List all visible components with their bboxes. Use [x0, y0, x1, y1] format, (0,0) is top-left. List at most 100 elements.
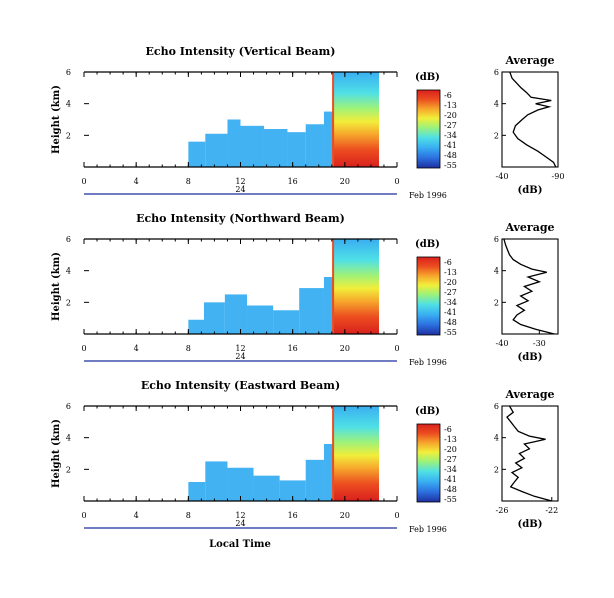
date-tick-label: 24	[235, 519, 245, 528]
panel-1: Echo Intensity (Northward Beam) Height (k…	[51, 212, 559, 367]
x-tick-label: 20	[340, 344, 350, 353]
echo-patch	[299, 288, 324, 334]
x-tick-label: 4	[134, 511, 139, 520]
echo-patch	[323, 277, 334, 334]
echo-patch	[203, 302, 225, 334]
echo-patch	[287, 132, 306, 167]
average-x-tick-label: -30	[533, 339, 546, 348]
y-tick-label: 4	[66, 434, 71, 443]
average-y-tick-label: 6	[494, 402, 499, 411]
echo-patch	[323, 444, 334, 501]
average-x-tick-label: -22	[545, 506, 558, 515]
panel-title: Echo Intensity (Vertical Beam)	[145, 45, 335, 58]
colorbar	[416, 256, 441, 336]
colorbar-label: (dB)	[415, 239, 440, 250]
y-tick-label: 4	[66, 267, 71, 276]
x-tick-label: 8	[186, 511, 191, 520]
average-x-tick-label: -40	[496, 339, 509, 348]
y-axis-label: Height (km)	[51, 419, 62, 488]
colorbar-tick-label: -41	[444, 308, 457, 317]
x-tick-label: 0	[81, 511, 86, 520]
date-tick-label: 24	[235, 352, 245, 361]
average-y-tick-label: 2	[494, 131, 499, 140]
average-y-tick-label: 4	[494, 267, 499, 276]
average-x-tick-label: -40	[496, 172, 509, 181]
panel-title: Echo Intensity (Eastward Beam)	[141, 379, 340, 392]
average-x-tick-label: -26	[496, 506, 509, 515]
x-tick-label: 20	[340, 177, 350, 186]
y-tick-label: 2	[66, 131, 71, 140]
average-x-label: (dB)	[518, 519, 543, 530]
colorbar-tick-label: -20	[444, 278, 457, 287]
colorbar-tick-label: -41	[444, 475, 457, 484]
y-tick-label: 6	[66, 235, 71, 244]
y-axis-label: Height (km)	[51, 252, 62, 321]
average-x-label: (dB)	[518, 352, 543, 363]
storm-echo-block	[333, 406, 379, 501]
colorbar-tick-label: -55	[444, 161, 457, 170]
echo-patch	[323, 111, 334, 167]
x-tick-label: 8	[186, 177, 191, 186]
average-profile-line	[506, 405, 552, 502]
average-x-label: (dB)	[518, 185, 543, 196]
echo-patch	[205, 133, 228, 167]
echo-patch	[188, 482, 206, 501]
x-tick-label: 20	[340, 511, 350, 520]
colorbar-tick-label: -34	[444, 131, 457, 140]
x-tick-label: 4	[134, 177, 139, 186]
average-profile-line	[503, 238, 555, 335]
echo-patch	[240, 125, 264, 167]
colorbar-tick-label: -6	[444, 91, 452, 100]
colorbar-tick-label: -6	[444, 258, 452, 267]
average-title: Average	[504, 221, 554, 234]
x-axis-label: Local Time	[209, 539, 271, 550]
x-tick-label: 4	[134, 344, 139, 353]
x-tick-label: 0	[394, 344, 399, 353]
average-y-tick-label: 6	[494, 68, 499, 77]
average-y-tick-label: 4	[494, 434, 499, 443]
colorbar-tick-label: -34	[444, 298, 457, 307]
x-tick-label: 0	[394, 177, 399, 186]
colorbar-tick-label: -41	[444, 141, 457, 150]
colorbar-label: (dB)	[415, 72, 440, 83]
echo-patch	[279, 480, 306, 501]
colorbar-tick-label: -20	[444, 111, 457, 120]
x-tick-label: 12	[235, 177, 245, 186]
panel-2: Echo Intensity (Eastward Beam) Height (km…	[51, 379, 559, 534]
average-frame	[501, 71, 559, 168]
echo-patch	[305, 459, 324, 501]
colorbar-label: (dB)	[415, 406, 440, 417]
y-tick-label: 6	[66, 402, 71, 411]
echo-patch	[263, 129, 288, 167]
x-tick-label: 16	[288, 344, 298, 353]
echo-patch	[227, 467, 254, 501]
colorbar-tick-label: -27	[444, 121, 457, 130]
y-tick-label: 6	[66, 68, 71, 77]
date-tick-label: 24	[235, 185, 245, 194]
average-x-tick-label: -90	[552, 172, 565, 181]
echo-patch	[305, 124, 324, 167]
echo-patch	[205, 461, 228, 501]
panel-0: Echo Intensity (Vertical Beam) Height (km…	[51, 45, 564, 200]
average-y-tick-label: 2	[494, 298, 499, 307]
x-tick-label: 16	[288, 177, 298, 186]
echo-patch	[273, 310, 300, 334]
y-tick-label: 4	[66, 100, 71, 109]
colorbar-tick-label: -6	[444, 425, 452, 434]
storm-echo-block	[333, 239, 379, 334]
echo-patch	[247, 305, 274, 334]
average-frame	[501, 238, 559, 335]
x-tick-label: 16	[288, 511, 298, 520]
x-tick-label: 0	[394, 511, 399, 520]
colorbar-tick-label: -48	[444, 318, 457, 327]
y-tick-label: 2	[66, 465, 71, 474]
x-tick-label: 8	[186, 344, 191, 353]
colorbar-tick-label: -27	[444, 288, 457, 297]
x-tick-label: 12	[235, 511, 245, 520]
x-tick-label: 0	[81, 177, 86, 186]
colorbar-tick-label: -55	[444, 328, 457, 337]
colorbar-tick-label: -13	[444, 268, 457, 277]
y-tick-label: 2	[66, 298, 71, 307]
panels-layer: Echo Intensity (Vertical Beam) Height (km…	[51, 45, 564, 534]
